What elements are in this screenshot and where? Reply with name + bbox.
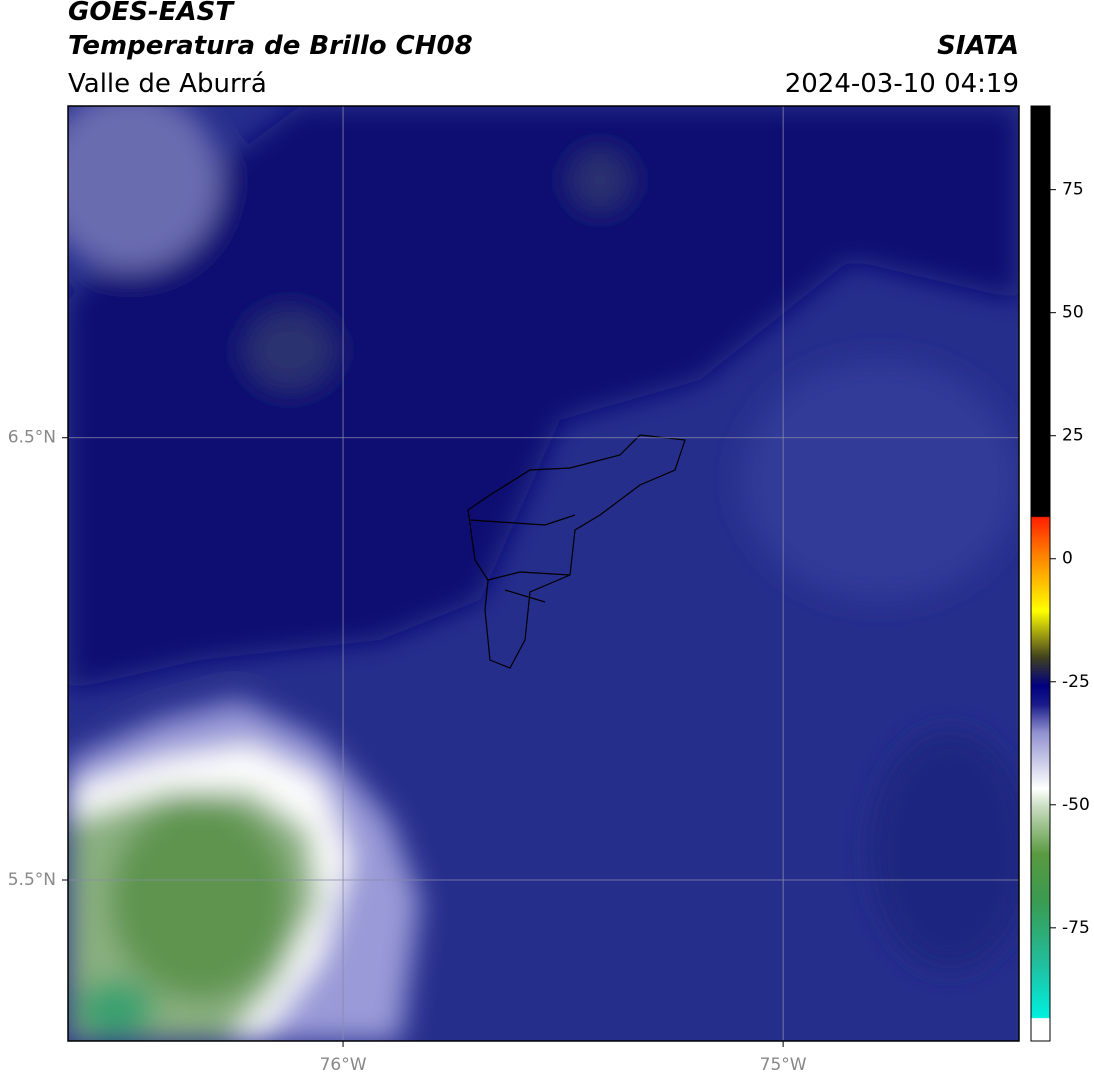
y-tick-label: 5.5°N <box>8 870 56 890</box>
colorbar <box>1030 105 1051 1042</box>
colorbar-tick-label: -50 <box>1062 795 1090 815</box>
region: Valle de Aburrá <box>68 69 267 99</box>
colorbar-tick-label: 75 <box>1062 180 1084 200</box>
x-tick-label: 75°W <box>760 1055 807 1075</box>
x-tick-label: 76°W <box>320 1055 367 1075</box>
colorbar-tick-label: -75 <box>1062 918 1090 938</box>
colorbar-tick-label: 50 <box>1062 303 1084 323</box>
timestamp: 2024-03-10 04:19 <box>785 69 1019 99</box>
satellite-image <box>68 106 1019 1041</box>
subtitle: Temperatura de Brillo CH08 <box>68 31 473 61</box>
title: GOES-EAST <box>68 0 235 27</box>
colorbar-tick-label: 0 <box>1062 549 1073 569</box>
y-tick-label: 6.5°N <box>8 428 56 448</box>
colorbar-tick-label: -25 <box>1062 672 1090 692</box>
colorbar-tick-label: 25 <box>1062 426 1084 446</box>
source: SIATA <box>937 31 1019 61</box>
map-frame <box>67 105 1020 1042</box>
